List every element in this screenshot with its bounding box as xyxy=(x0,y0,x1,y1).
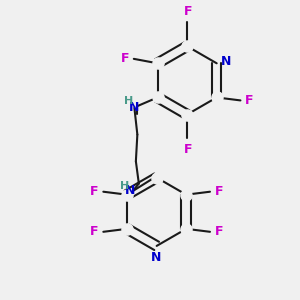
Text: N: N xyxy=(151,251,161,264)
Text: F: F xyxy=(184,5,192,18)
Text: F: F xyxy=(245,94,254,107)
Text: F: F xyxy=(214,185,223,198)
Text: H: H xyxy=(124,96,133,106)
Text: F: F xyxy=(90,225,99,238)
Text: F: F xyxy=(214,225,223,238)
Text: N: N xyxy=(129,101,140,114)
Text: N: N xyxy=(125,184,136,197)
Text: N: N xyxy=(221,55,232,68)
Text: F: F xyxy=(184,143,192,156)
Text: F: F xyxy=(121,52,129,65)
Text: H: H xyxy=(120,181,129,190)
Text: F: F xyxy=(90,185,99,198)
